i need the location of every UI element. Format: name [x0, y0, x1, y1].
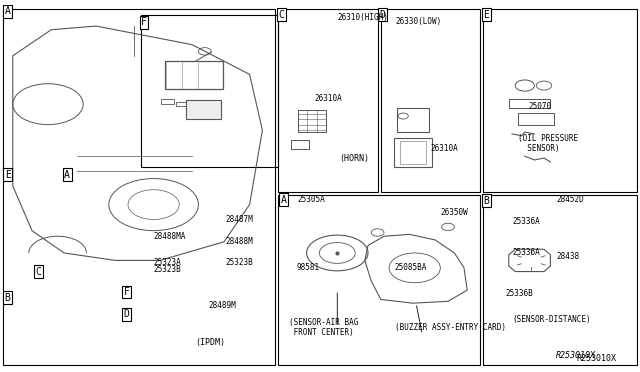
Text: (SENSOR-DISTANCE): (SENSOR-DISTANCE) [512, 315, 591, 324]
Text: E: E [483, 10, 490, 20]
Text: (OIL PRESSURE
  SENSOR): (OIL PRESSURE SENSOR) [518, 134, 579, 153]
Text: 25336A: 25336A [512, 217, 540, 226]
Text: 28488MA: 28488MA [154, 232, 186, 241]
Text: B: B [4, 293, 11, 302]
Text: R253010X: R253010X [576, 355, 616, 363]
Bar [3, 9, 275, 365]
Bar [291, 140, 309, 149]
Text: C: C [278, 10, 285, 20]
Bar [186, 100, 221, 119]
Text: 28487M: 28487M [225, 215, 253, 224]
Text: 25336B: 25336B [506, 289, 533, 298]
Text: 25323A: 25323A [154, 258, 181, 267]
Bar [141, 15, 278, 167]
Text: 28489M: 28489M [208, 301, 236, 310]
Text: 25070: 25070 [529, 102, 552, 110]
Bar [176, 102, 186, 106]
Bar [394, 138, 432, 167]
Bar [400, 141, 426, 164]
Text: 28438: 28438 [557, 252, 580, 261]
Text: (IPDM): (IPDM) [195, 338, 225, 347]
Text: 25336A: 25336A [512, 248, 540, 257]
Bar [298, 110, 326, 132]
Text: 26350W: 26350W [440, 208, 468, 217]
Bar [161, 99, 174, 104]
Bar [509, 99, 550, 108]
Text: 25085BA: 25085BA [395, 263, 428, 272]
Bar [381, 9, 480, 192]
Text: 25323B: 25323B [154, 265, 181, 274]
Text: C: C [35, 267, 42, 276]
Text: B: B [483, 196, 490, 206]
Text: 25323B: 25323B [225, 258, 253, 267]
Text: E: E [4, 170, 11, 180]
Text: 26330(LOW): 26330(LOW) [396, 17, 442, 26]
Bar [518, 113, 554, 125]
Text: (HORN): (HORN) [339, 154, 369, 163]
Text: 26310A: 26310A [430, 144, 458, 153]
Text: A: A [280, 195, 287, 205]
Text: 28452D: 28452D [557, 195, 584, 203]
Text: A: A [4, 6, 11, 16]
Text: (BUZZER ASSY-ENTRY CARD): (BUZZER ASSY-ENTRY CARD) [395, 323, 506, 332]
Text: 26310A: 26310A [315, 94, 342, 103]
Bar [397, 108, 429, 132]
Text: R253010X: R253010X [556, 351, 596, 360]
Text: 25305A: 25305A [297, 195, 324, 203]
Text: D: D [124, 310, 130, 319]
Text: 98581: 98581 [297, 263, 320, 272]
Bar [483, 195, 637, 365]
Bar [165, 61, 223, 89]
Text: A: A [64, 170, 70, 180]
Text: 26310(HIGH): 26310(HIGH) [337, 13, 388, 22]
Text: (SENSOR-AIR BAG
 FRONT CENTER): (SENSOR-AIR BAG FRONT CENTER) [289, 318, 358, 337]
Text: 28488M: 28488M [225, 237, 253, 246]
Text: F: F [141, 17, 147, 27]
Bar [483, 9, 637, 192]
Bar [278, 9, 378, 192]
Bar [278, 195, 480, 365]
Text: F: F [124, 287, 130, 297]
Text: D: D [380, 10, 386, 20]
